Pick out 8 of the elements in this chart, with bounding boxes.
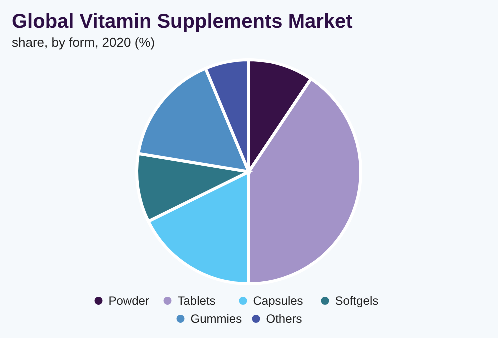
chart-title: Global Vitamin Supplements Market: [12, 11, 354, 33]
legend-label: Softgels: [335, 294, 379, 308]
legend-label: Powder: [108, 294, 150, 308]
legend-label: Capsules: [253, 294, 304, 308]
legend-label: Tablets: [178, 294, 216, 308]
legend-label: Others: [266, 312, 302, 326]
chart-subtitle: share, by form, 2020 (%): [12, 35, 156, 50]
legend-label: Gummies: [190, 312, 242, 326]
